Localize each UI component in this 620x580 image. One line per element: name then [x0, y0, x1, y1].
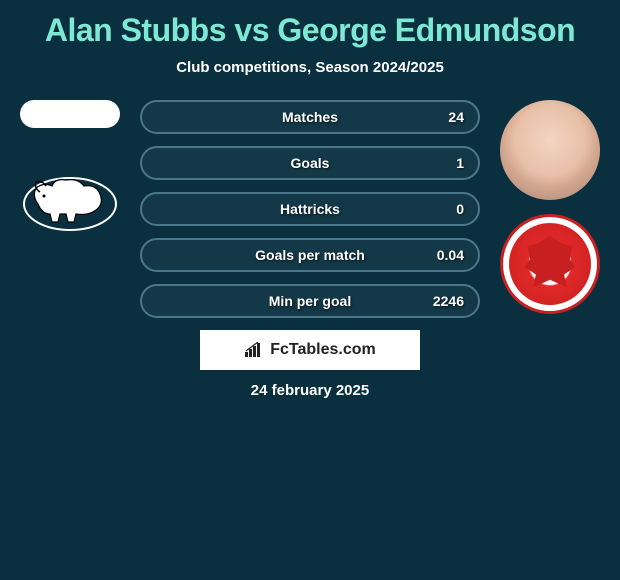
- stat-row-mpg: Min per goal 2246: [140, 284, 480, 318]
- stat-label: Hattricks: [280, 201, 340, 217]
- player1-name: Alan Stubbs: [45, 12, 226, 48]
- team2-logo: [500, 214, 600, 314]
- watermark: FcTables.com: [200, 330, 420, 370]
- bar-chart-icon: [244, 342, 264, 358]
- stat-right-value: 1: [456, 155, 464, 171]
- player2-name: George Edmundson: [277, 12, 575, 48]
- stat-label: Goals: [291, 155, 330, 171]
- player2-avatar: [500, 100, 600, 200]
- stat-label: Matches: [282, 109, 338, 125]
- team1-logo: [20, 164, 120, 234]
- right-column: [490, 100, 610, 314]
- stat-right-value: 24: [448, 109, 464, 125]
- stat-label: Min per goal: [269, 293, 351, 309]
- stat-row-hattricks: Hattricks 0: [140, 192, 480, 226]
- subtitle: Club competitions, Season 2024/2025: [0, 59, 620, 76]
- stats-container: Matches 24 Goals 1 Hattricks 0 Goals per…: [140, 100, 480, 318]
- left-column: [10, 100, 130, 234]
- date-text: 24 february 2025: [0, 382, 620, 399]
- stat-row-matches: Matches 24: [140, 100, 480, 134]
- content-area: Matches 24 Goals 1 Hattricks 0 Goals per…: [0, 100, 620, 399]
- stat-row-gpm: Goals per match 0.04: [140, 238, 480, 272]
- stat-right-value: 2246: [433, 293, 464, 309]
- stat-label: Goals per match: [255, 247, 365, 263]
- player1-avatar: [20, 100, 120, 128]
- derby-ram-icon: [20, 164, 120, 234]
- comparison-title: Alan Stubbs vs George Edmundson: [0, 0, 620, 53]
- stat-right-value: 0: [456, 201, 464, 217]
- stat-row-goals: Goals 1: [140, 146, 480, 180]
- watermark-text: FcTables.com: [270, 341, 376, 359]
- vs-text: vs: [234, 12, 269, 48]
- stat-right-value: 0.04: [437, 247, 464, 263]
